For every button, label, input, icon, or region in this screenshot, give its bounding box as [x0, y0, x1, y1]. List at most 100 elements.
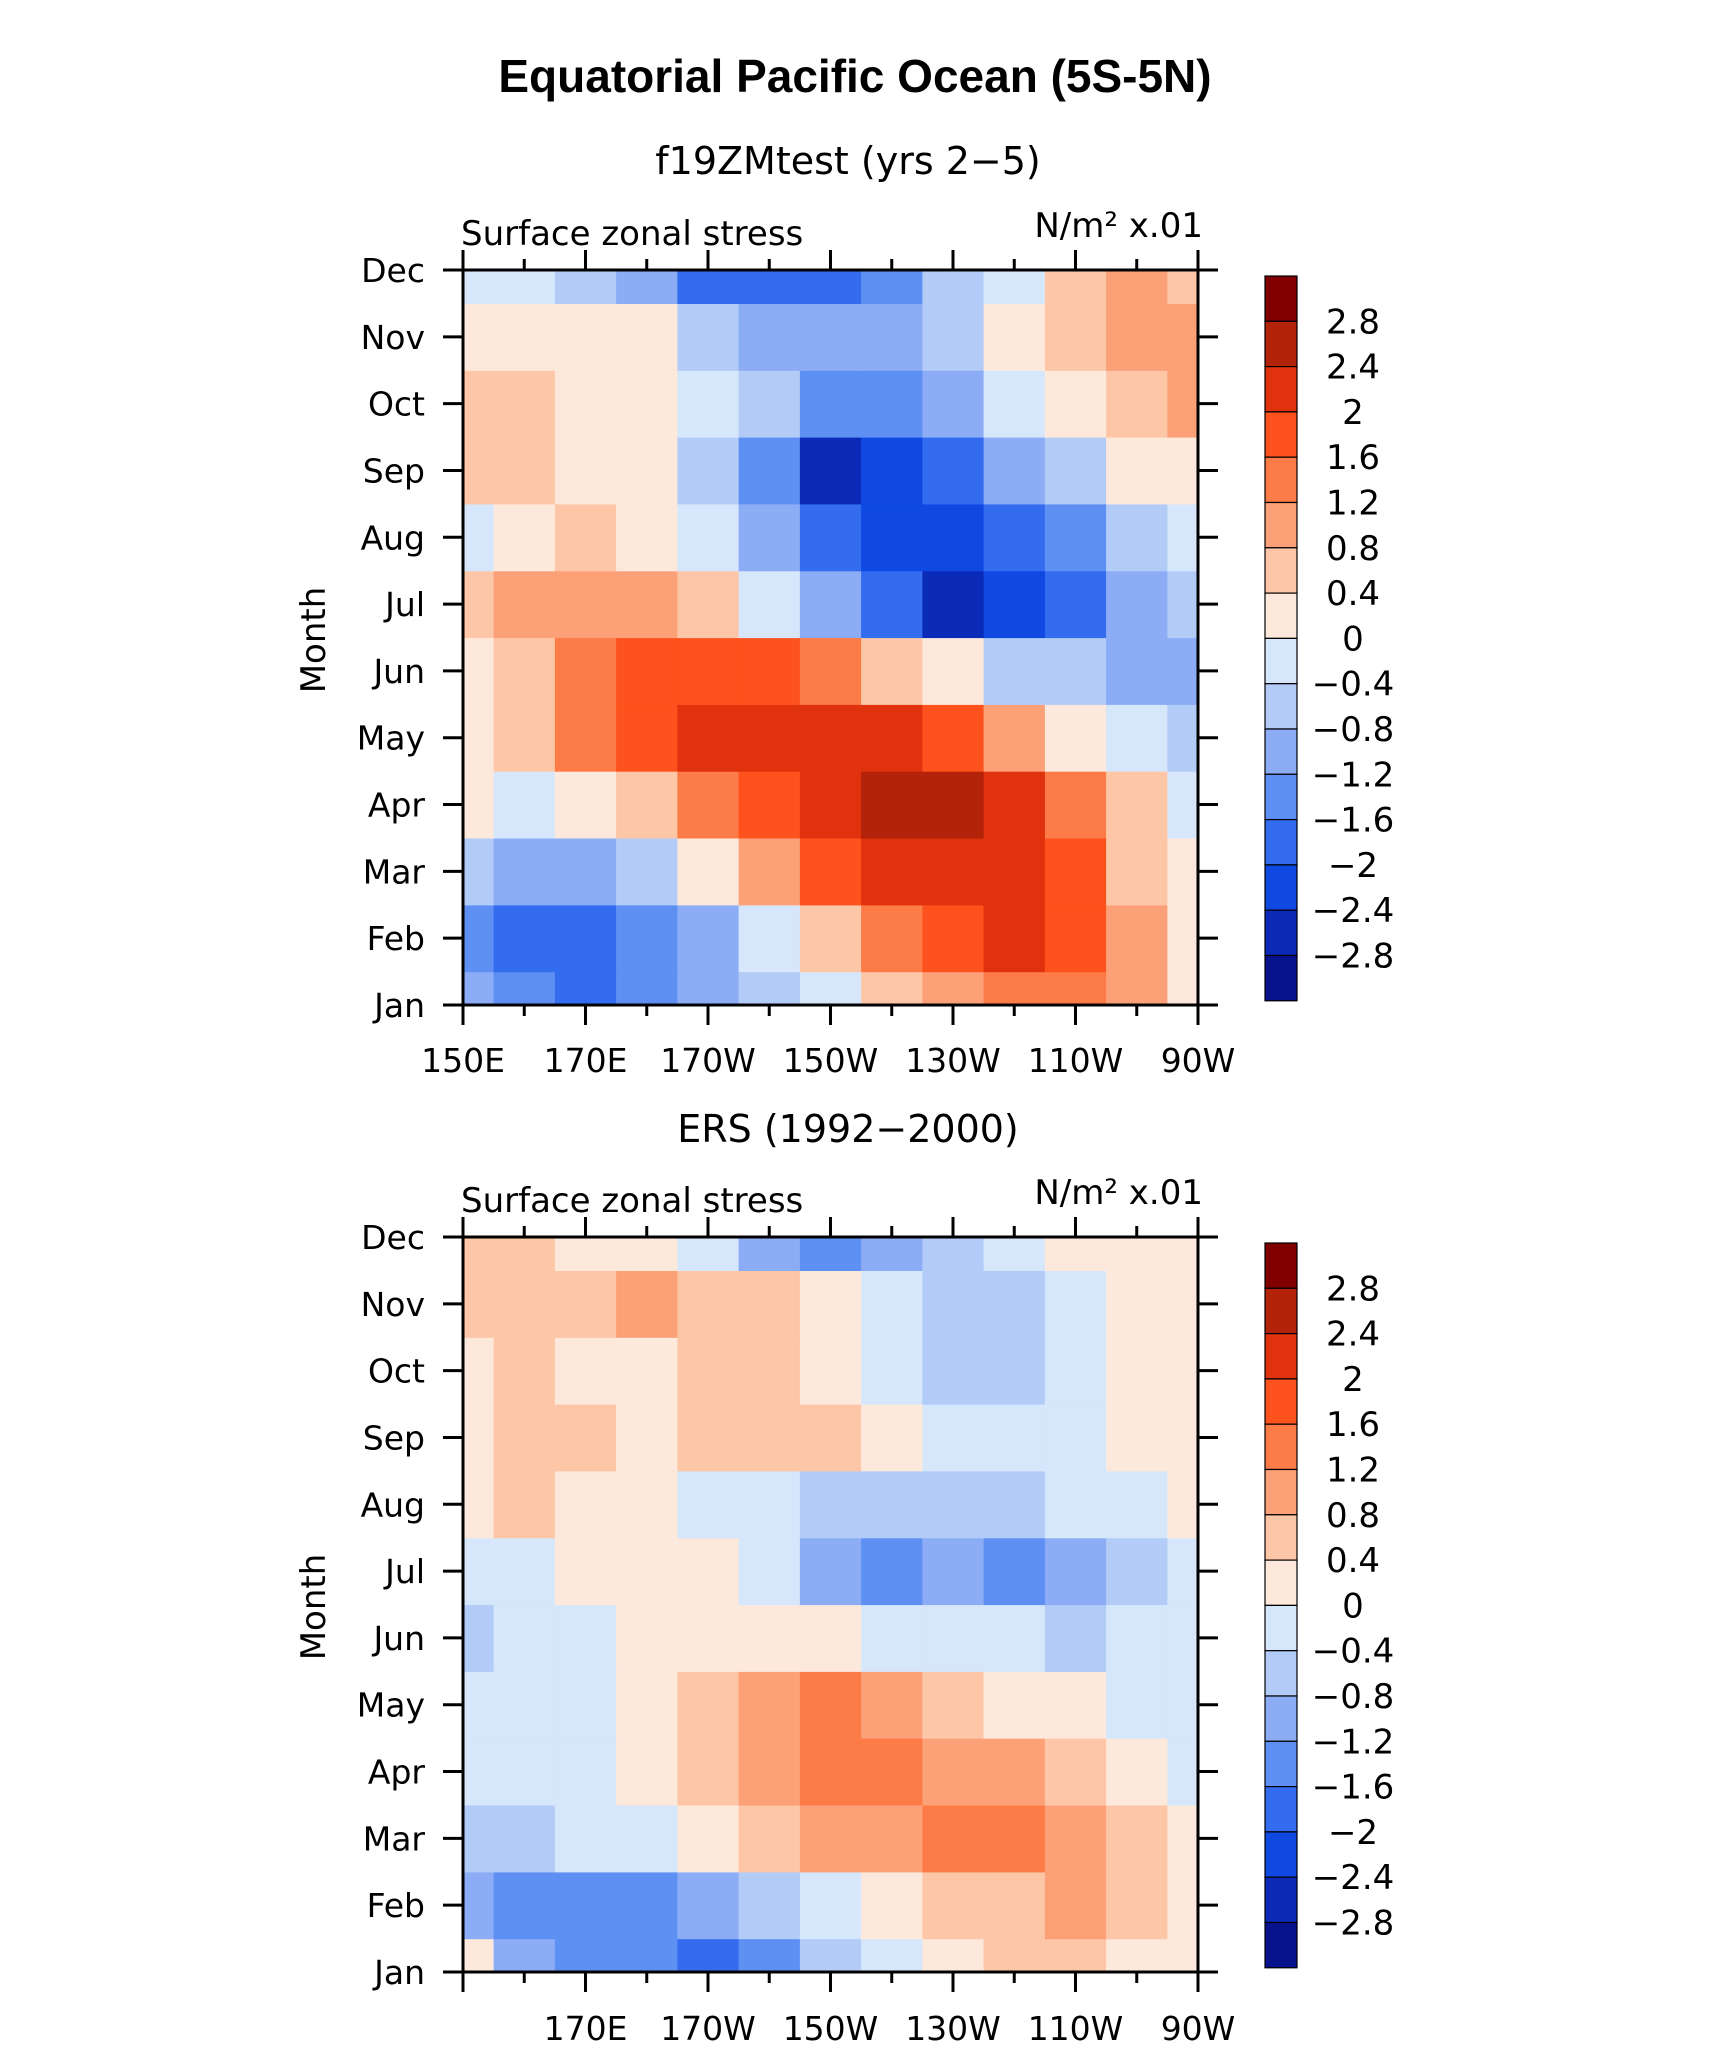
- ytick-label: Jun: [371, 1619, 425, 1658]
- units-label: N/m² x.01: [1034, 1173, 1203, 1213]
- heatmap-cell: [861, 1237, 923, 1271]
- heatmap-cell: [677, 838, 740, 906]
- colorbar-label: 0.8: [1326, 1496, 1380, 1536]
- heatmap-cell: [554, 1738, 617, 1806]
- heatmap-cell: [922, 270, 985, 304]
- heatmap-cell: [799, 771, 862, 839]
- colorbar-label: −0.4: [1312, 665, 1395, 705]
- heatmap-cell: [1167, 1537, 1198, 1606]
- heatmap-cell: [1106, 637, 1168, 705]
- colorbar-swatch: [1264, 1468, 1298, 1516]
- heatmap-cell: [922, 1871, 985, 1940]
- colorbar-label: −1.6: [1312, 801, 1395, 841]
- heatmap-cell: [861, 1871, 923, 1940]
- heatmap-cell: [861, 971, 923, 1005]
- heatmap-cell: [554, 1805, 617, 1873]
- heatmap-cell: [1044, 503, 1107, 572]
- ytick-label: Nov: [361, 318, 425, 357]
- heatmap-cell: [983, 370, 1046, 438]
- heatmap-cell: [463, 503, 495, 572]
- colorbar-swatch: [1264, 1332, 1298, 1380]
- heatmap-cell: [738, 1237, 801, 1271]
- xtick-label: 130W: [905, 2009, 1001, 2048]
- heatmap-cell: [677, 1604, 740, 1672]
- colorbar-label: 2.4: [1326, 348, 1380, 388]
- colorbar-label: 2.8: [1326, 1269, 1380, 1309]
- heatmap-cell: [554, 1671, 617, 1739]
- heatmap-cell: [1106, 971, 1168, 1005]
- colorbar-swatch: [1264, 1423, 1298, 1471]
- heatmap-cell: [738, 503, 801, 572]
- heatmap-cell: [738, 570, 801, 639]
- heatmap-cell: [1106, 1404, 1168, 1472]
- heatmap-cell: [983, 1537, 1046, 1606]
- heatmap-cell: [1106, 1938, 1168, 1972]
- heatmap-cell: [799, 1805, 862, 1873]
- variable-label: Surface zonal stress: [461, 1181, 803, 1221]
- heatmap-cell: [983, 1337, 1046, 1405]
- heatmap-cell: [1044, 437, 1107, 505]
- heatmap-cell: [677, 1404, 740, 1472]
- heatmap-cell: [861, 1671, 923, 1739]
- heatmap-cell: [799, 437, 862, 505]
- heatmap-cell: [677, 303, 740, 371]
- heatmap-cell: [983, 270, 1046, 304]
- heatmap-cell: [983, 570, 1046, 639]
- colorbar-label: −2.8: [1312, 1904, 1395, 1944]
- heatmap-cell: [1167, 904, 1198, 973]
- figure-title: Equatorial Pacific Ocean (5S-5N): [498, 50, 1211, 102]
- heatmap-cell: [1167, 437, 1198, 505]
- heatmap-cell: [463, 838, 495, 906]
- heatmap-cell: [738, 270, 801, 304]
- xtick-label: 150E: [421, 1041, 505, 1080]
- ytick-label: Jan: [372, 986, 425, 1025]
- heatmap-cell: [922, 1738, 985, 1806]
- heatmap-cell: [861, 1270, 923, 1338]
- ytick-label: Mar: [363, 852, 426, 891]
- heatmap-cell: [738, 1537, 801, 1606]
- heatmap-cell: [983, 637, 1046, 705]
- heatmap-cell: [493, 1470, 556, 1539]
- heatmap-cell: [922, 1604, 985, 1672]
- heatmap-cell: [677, 1337, 740, 1405]
- heatmap-cell: [861, 570, 923, 639]
- heatmap-cell: [983, 303, 1046, 371]
- heatmap-cell: [861, 704, 923, 772]
- heatmap-cell: [861, 1805, 923, 1873]
- heatmap-cell: [1106, 1805, 1168, 1873]
- heatmap-cell: [983, 1805, 1046, 1873]
- heatmap-cell: [493, 1270, 556, 1338]
- heatmap-cell: [1167, 1938, 1198, 1972]
- heatmap-cell: [1167, 1404, 1198, 1472]
- heatmap-cell: [1106, 503, 1168, 572]
- colorbar-label: 0: [1342, 1586, 1364, 1626]
- heatmap-cell: [1167, 303, 1198, 371]
- colorbar-swatch: [1264, 592, 1298, 639]
- heatmap-cell: [677, 1270, 740, 1338]
- heatmap-cell: [1106, 370, 1168, 438]
- heatmap-cell: [493, 1604, 556, 1672]
- heatmap-cell: [861, 771, 923, 839]
- heatmap-cell: [493, 1938, 556, 1972]
- colorbar-swatch: [1264, 818, 1298, 866]
- heatmap-cell: [1044, 303, 1107, 371]
- heatmap-cell: [922, 503, 985, 572]
- heatmap-cell: [616, 1938, 678, 1972]
- colorbar-label: −1.2: [1312, 1722, 1395, 1762]
- heatmap-cell: [493, 1404, 556, 1472]
- colorbar-swatch: [1264, 909, 1298, 957]
- heatmap-cell: [1167, 1671, 1198, 1739]
- heatmap-cell: [463, 1270, 495, 1338]
- heatmap-cell: [983, 1871, 1046, 1940]
- heatmap-cell: [922, 1537, 985, 1606]
- heatmap-cell: [1106, 1237, 1168, 1271]
- heatmap-cell: [1167, 503, 1198, 572]
- heatmap-cell: [1044, 370, 1107, 438]
- heatmap-cell: [983, 1237, 1046, 1271]
- heatmap-cell: [738, 1470, 801, 1539]
- heatmap-cell: [463, 1805, 495, 1873]
- heatmap-cell: [983, 437, 1046, 505]
- heatmap-cell: [1167, 1337, 1198, 1405]
- heatmap-cell: [922, 370, 985, 438]
